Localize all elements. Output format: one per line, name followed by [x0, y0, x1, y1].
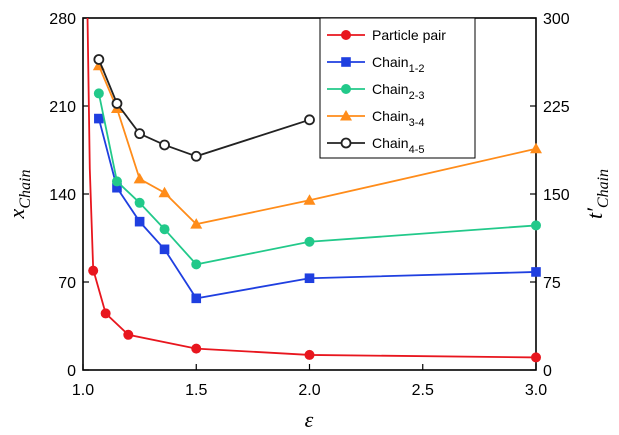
- data-point: [160, 140, 169, 149]
- legend-label-main: Chain: [372, 54, 409, 70]
- legend-label: Particle pair: [372, 27, 446, 43]
- legend-marker: [342, 139, 351, 148]
- y-right-tick-label: 300: [543, 11, 570, 28]
- series-line: [99, 59, 310, 156]
- y-axis-left-title-main: x: [4, 208, 29, 219]
- y-left-tick-label: 0: [67, 363, 76, 380]
- legend-label-sub: 2-3: [409, 90, 425, 102]
- y-axis-left-title: xChain: [4, 170, 34, 220]
- data-point: [160, 224, 170, 234]
- data-point: [191, 259, 201, 269]
- legend-label-main: Particle pair: [372, 27, 446, 43]
- data-point: [135, 198, 145, 208]
- data-point: [112, 99, 121, 108]
- y-left-tick-label: 140: [49, 187, 76, 204]
- data-point: [135, 217, 145, 227]
- legend-marker: [341, 57, 351, 67]
- data-point: [305, 273, 315, 283]
- legend-label-main: Chain: [372, 81, 409, 97]
- y-axis-right-title: t′Chain: [582, 169, 612, 219]
- data-point: [191, 294, 201, 304]
- x-tick-label: 2.5: [412, 382, 434, 399]
- x-tick-label: 3.0: [525, 382, 547, 399]
- data-point: [135, 129, 144, 138]
- data-point: [94, 88, 104, 98]
- y-left-tick-label: 70: [58, 275, 76, 292]
- legend-label-main: Chain: [372, 135, 409, 151]
- data-point: [159, 187, 171, 198]
- data-point: [192, 152, 201, 161]
- x-tick-label: 2.0: [298, 382, 320, 399]
- data-point: [112, 176, 122, 186]
- data-point: [305, 115, 314, 124]
- data-point: [123, 330, 133, 340]
- data-point: [160, 245, 170, 255]
- y-left-tick-label: 280: [49, 11, 76, 28]
- series-4: [94, 55, 314, 161]
- axis-ticks: 1.0 1.5 2.0 2.5 3.0 0 70 140 210 280 0 75 150 225 300: [49, 11, 570, 399]
- y-right-tick-label: 225: [543, 99, 570, 116]
- data-point: [94, 114, 104, 124]
- y-axis-left-title-sub: Chain: [17, 170, 34, 209]
- legend-label-sub: 1-2: [409, 63, 425, 75]
- data-point: [94, 55, 103, 64]
- legend: Particle pairChain1-2Chain2-3Chain3-4Cha…: [320, 18, 475, 158]
- data-point: [305, 237, 315, 247]
- y-left-tick-label: 210: [49, 99, 76, 116]
- legend-label-main: Chain: [372, 108, 409, 124]
- data-point: [305, 350, 315, 360]
- x-axis-title: ε: [305, 407, 314, 432]
- data-point: [531, 267, 541, 277]
- x-tick-label: 1.0: [72, 382, 94, 399]
- y-right-tick-label: 150: [543, 187, 570, 204]
- legend-label-sub: 4-5: [409, 144, 425, 156]
- data-point: [531, 352, 541, 362]
- data-point: [88, 266, 98, 276]
- data-point: [530, 143, 542, 154]
- data-point: [191, 344, 201, 354]
- x-tick-label: 1.5: [185, 382, 207, 399]
- legend-label-sub: 3-4: [409, 117, 425, 129]
- data-point: [101, 308, 111, 318]
- y-right-tick-label: 0: [543, 363, 552, 380]
- y-axis-right-title-sub: Chain: [595, 169, 612, 208]
- y-right-tick-label: 75: [543, 275, 561, 292]
- legend-marker: [341, 30, 351, 40]
- data-point: [134, 173, 146, 184]
- data-point: [531, 220, 541, 230]
- legend-marker: [341, 84, 351, 94]
